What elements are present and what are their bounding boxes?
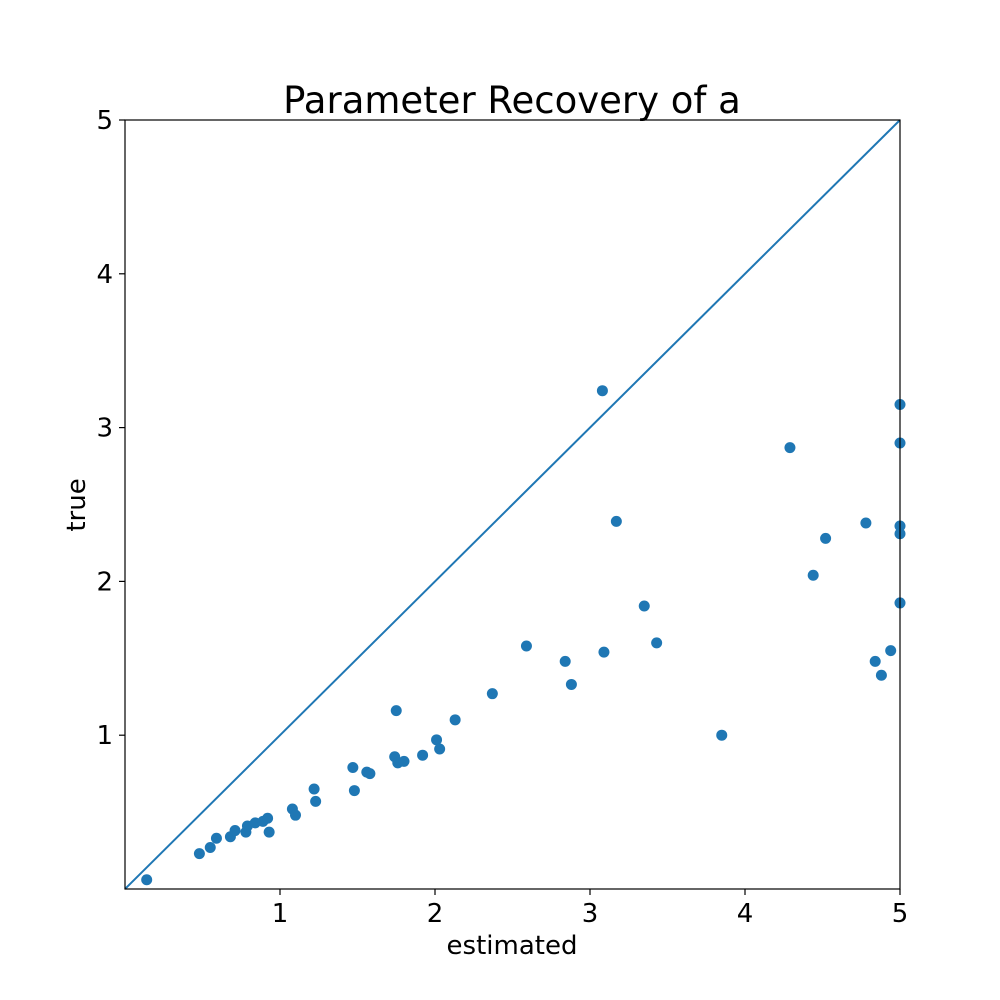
data-point [716, 729, 728, 741]
axes-frame [124, 119, 901, 890]
data-point [784, 442, 796, 454]
data-point [449, 714, 461, 726]
y-axis-ticks: 1 2 3 4 5 [96, 106, 125, 751]
x-axis-label: estimated [447, 931, 578, 961]
data-point [348, 785, 360, 797]
data-point [559, 655, 571, 667]
data-points [141, 385, 906, 886]
data-point [262, 812, 274, 824]
data-point [210, 832, 222, 844]
data-point [869, 655, 881, 667]
data-point [875, 669, 887, 681]
data-point [364, 768, 376, 780]
data-point [290, 809, 301, 821]
data-point [520, 640, 532, 652]
data-point [141, 874, 153, 886]
x-tick-label: 3 [582, 899, 599, 929]
x-tick-label: 1 [272, 899, 289, 929]
data-point [229, 825, 241, 837]
x-axis-ticks: 1 2 3 4 5 [272, 889, 909, 929]
data-point [417, 749, 429, 761]
data-point [431, 734, 443, 746]
x-tick-label: 4 [737, 899, 754, 929]
x-tick-label: 5 [892, 899, 909, 929]
y-tick-label: 3 [96, 414, 113, 444]
data-point [204, 841, 216, 853]
identity-line [124, 119, 901, 890]
data-point [638, 600, 650, 612]
y-tick-label: 5 [96, 106, 113, 136]
data-point [565, 678, 577, 690]
data-point [598, 646, 610, 658]
y-axis-label: true [62, 478, 92, 531]
chart-title: Parameter Recovery of a [283, 79, 741, 122]
x-tick-label: 2 [427, 899, 444, 929]
data-point [193, 848, 205, 860]
data-point [860, 517, 872, 529]
plot-area [124, 119, 906, 890]
data-point [390, 705, 402, 717]
data-point [347, 761, 359, 773]
data-point [398, 755, 410, 767]
y-tick-label: 1 [96, 721, 113, 751]
data-point [820, 532, 832, 544]
data-point [885, 645, 897, 657]
y-tick-label: 2 [96, 567, 113, 597]
data-point [434, 743, 446, 755]
data-point [651, 637, 663, 649]
data-point [807, 569, 819, 581]
data-point [310, 795, 322, 807]
y-tick-label: 4 [96, 260, 113, 290]
data-point [263, 826, 275, 838]
data-point [308, 783, 320, 795]
data-point [610, 515, 622, 527]
data-point [486, 688, 498, 700]
data-point [596, 385, 608, 397]
